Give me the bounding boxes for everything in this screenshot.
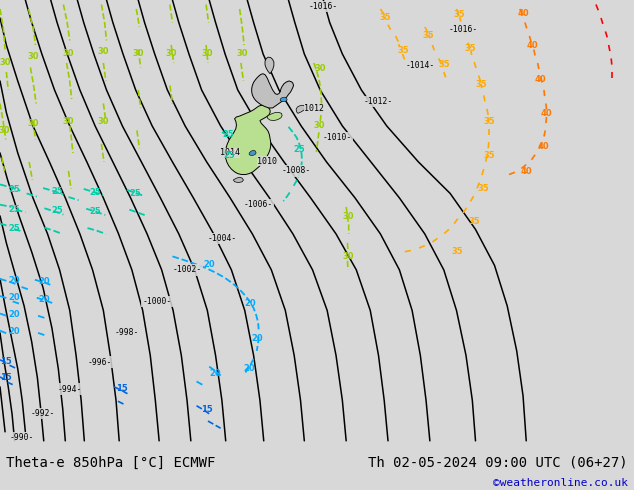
Text: 35: 35 [469, 217, 480, 226]
Text: 20: 20 [204, 260, 215, 269]
Text: 25: 25 [130, 189, 141, 198]
Text: 40: 40 [538, 142, 549, 151]
Text: 20: 20 [243, 365, 255, 373]
Text: -1000-: -1000- [143, 297, 172, 306]
Text: 1014: 1014 [219, 148, 240, 157]
Text: 30: 30 [133, 49, 144, 58]
Text: 35: 35 [476, 79, 487, 89]
Text: -998-: -998- [115, 328, 139, 338]
Text: 35: 35 [478, 184, 489, 194]
Text: 25: 25 [224, 151, 235, 160]
Text: 40: 40 [521, 167, 533, 176]
Polygon shape [252, 74, 294, 108]
Text: -1014-: -1014- [406, 61, 435, 70]
Text: 35: 35 [380, 14, 391, 23]
Text: -992-: -992- [31, 409, 55, 418]
Text: 25: 25 [8, 185, 20, 195]
Text: 25: 25 [89, 188, 101, 196]
Polygon shape [265, 57, 274, 74]
Text: 20: 20 [8, 327, 20, 336]
Text: 30: 30 [0, 58, 11, 68]
Text: 25: 25 [51, 187, 63, 196]
Text: 20: 20 [245, 299, 256, 308]
Text: 30: 30 [314, 122, 325, 130]
Text: 20: 20 [39, 277, 50, 286]
Polygon shape [296, 105, 306, 113]
Text: 35: 35 [483, 151, 495, 160]
Polygon shape [233, 177, 243, 183]
Text: 40: 40 [517, 9, 529, 18]
Text: 20: 20 [8, 276, 20, 285]
Text: -1016-: -1016- [448, 24, 477, 34]
Text: -1010-: -1010- [323, 133, 352, 142]
Text: 40: 40 [527, 41, 538, 50]
Text: 40: 40 [535, 74, 547, 84]
Text: 40: 40 [541, 109, 552, 118]
Text: 35: 35 [452, 247, 463, 256]
Text: 35: 35 [454, 10, 465, 19]
Text: 25: 25 [294, 145, 305, 154]
Text: 30: 30 [98, 47, 109, 56]
Text: 15: 15 [1, 373, 12, 382]
Text: 30: 30 [342, 252, 354, 261]
Text: 30: 30 [63, 49, 74, 58]
Text: -1012-: -1012- [364, 97, 393, 106]
Text: -1008-: -1008- [281, 167, 311, 175]
Text: 30: 30 [98, 117, 109, 126]
Text: 25: 25 [223, 130, 234, 140]
Text: 1010: 1010 [257, 156, 278, 166]
Text: 25: 25 [8, 205, 20, 214]
Text: 35: 35 [484, 117, 495, 126]
Text: 30: 30 [27, 119, 39, 128]
Text: 20: 20 [39, 295, 50, 304]
Text: 20: 20 [8, 294, 20, 302]
Text: -1004-: -1004- [207, 234, 236, 243]
Text: 30: 30 [314, 64, 326, 73]
Text: ©weatheronline.co.uk: ©weatheronline.co.uk [493, 478, 628, 488]
Text: 15: 15 [1, 357, 12, 366]
Polygon shape [249, 150, 256, 156]
Text: 30: 30 [202, 49, 213, 58]
Text: -996-: -996- [88, 358, 112, 367]
Text: -1002-: -1002- [173, 266, 202, 274]
Text: 15: 15 [201, 405, 212, 414]
Text: 30: 30 [165, 49, 177, 58]
Polygon shape [268, 113, 282, 121]
Text: 1012: 1012 [304, 104, 325, 113]
Text: 30: 30 [0, 126, 10, 135]
Polygon shape [225, 105, 271, 174]
Text: 30: 30 [63, 117, 74, 126]
Text: Th 02-05-2024 09:00 UTC (06+27): Th 02-05-2024 09:00 UTC (06+27) [368, 456, 628, 470]
Text: 35: 35 [423, 31, 434, 41]
Text: -990-: -990- [10, 433, 34, 441]
Text: Theta-e 850hPa [°C] ECMWF: Theta-e 850hPa [°C] ECMWF [6, 456, 216, 470]
Text: 25: 25 [8, 224, 20, 233]
Text: 20: 20 [210, 369, 221, 378]
Polygon shape [280, 97, 287, 101]
Text: 25: 25 [89, 207, 101, 216]
Text: -994-: -994- [58, 385, 82, 393]
Text: 30: 30 [342, 212, 354, 221]
Text: 30: 30 [236, 49, 248, 58]
Text: 35: 35 [438, 60, 450, 69]
Text: 35: 35 [465, 44, 476, 53]
Text: 15: 15 [116, 384, 127, 393]
Text: 25: 25 [51, 206, 63, 215]
Text: 35: 35 [398, 46, 409, 55]
Text: -1006-: -1006- [244, 200, 273, 209]
Text: 30: 30 [27, 52, 39, 61]
Text: 20: 20 [251, 334, 262, 343]
Text: 20: 20 [8, 310, 20, 319]
Text: -1016-: -1016- [309, 2, 338, 11]
